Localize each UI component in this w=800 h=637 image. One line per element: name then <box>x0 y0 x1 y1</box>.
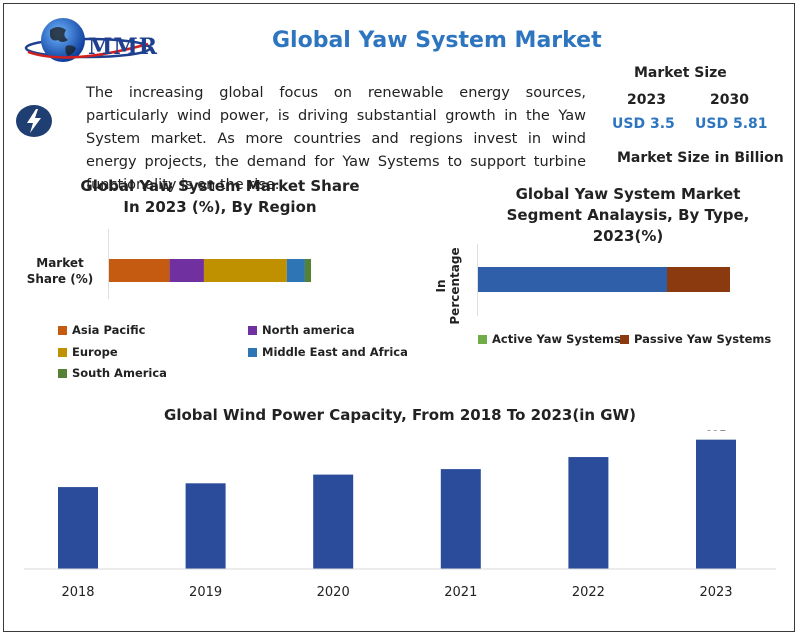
legend-swatch <box>58 368 67 378</box>
legend-label: North america <box>262 323 355 337</box>
x-tick-label-2023: 2023 <box>699 585 732 600</box>
region-bar-segment-south-america <box>304 259 311 282</box>
legend-label: Passive Yaw Systems <box>634 332 772 346</box>
legend-label: South America <box>72 366 167 380</box>
wind-bar-2022 <box>568 457 609 569</box>
wind-bar-2018 <box>58 487 98 569</box>
logo-text: MMR <box>88 34 158 60</box>
legend-item-asia-pacific: Asia Pacific <box>58 323 145 337</box>
type-chart-title: Global Yaw System Market Segment Analays… <box>506 185 750 245</box>
market-size-value-2023: USD 3.5 <box>612 116 675 132</box>
market-size-unit: Market Size in Billion <box>617 150 784 166</box>
legend-swatch <box>58 325 67 335</box>
type-bar-segment-active-yaw-systems <box>478 267 667 292</box>
type-stacked-bar-chart <box>477 244 730 316</box>
legend-label: Middle East and Africa <box>262 345 408 359</box>
legend-item-middle-east-and-africa: Middle East and Africa <box>248 345 408 359</box>
intro-paragraph: The increasing global focus on renewable… <box>86 85 586 193</box>
legend-item-south-america: South America <box>58 366 167 380</box>
lightning-icon <box>15 103 53 139</box>
legend-swatch <box>248 347 257 357</box>
legend-swatch <box>248 325 257 335</box>
legend-item-active-yaw-systems: Active Yaw Systems <box>478 332 621 346</box>
region-chart-ylabel: Market Share (%) <box>26 256 94 286</box>
legend-label: Europe <box>72 345 118 359</box>
market-size-year-2023: 2023 <box>627 92 666 108</box>
page-title: Global Yaw System Market <box>272 28 602 53</box>
region-bar-segment-asia-pacific <box>109 259 170 282</box>
wind-capacity-bar-chart: 2018 2019 2020 2021 2022 2023 892 <box>24 430 776 600</box>
legend-label: Active Yaw Systems <box>492 332 621 346</box>
type-bar-segment-passive-yaw-systems <box>667 267 730 292</box>
legend-swatch <box>478 334 487 344</box>
legend-item-passive-yaw-systems: Passive Yaw Systems <box>620 332 771 346</box>
region-bar-segment-europe <box>203 259 287 282</box>
data-label-2023: 892 <box>706 430 727 434</box>
legend-swatch <box>58 347 67 357</box>
x-tick-label-2019: 2019 <box>189 585 222 600</box>
type-chart-ylabel: In Percentage <box>434 247 462 325</box>
wind-bar-2019 <box>185 483 226 569</box>
wind-chart-title: Global Wind Power Capacity, From 2018 To… <box>164 406 636 424</box>
region-bar-segment-middle-east-and-africa <box>286 259 305 282</box>
market-size-value-2030: USD 5.81 <box>695 116 768 132</box>
region-chart-title: Global Yaw System Market Share In 2023 (… <box>80 177 360 216</box>
market-size-year-2030: 2030 <box>710 92 749 108</box>
frame-border <box>3 3 795 632</box>
x-tick-label-2021: 2021 <box>444 585 477 600</box>
mmr-logo: MMR <box>18 14 168 70</box>
market-size-label: Market Size <box>634 65 727 81</box>
legend-label: Asia Pacific <box>72 323 146 337</box>
globe-icon <box>24 18 152 62</box>
wind-bar-2020 <box>313 474 354 569</box>
wind-bar-2021 <box>440 469 481 569</box>
legend-item-europe: Europe <box>58 345 118 359</box>
x-tick-label-2020: 2020 <box>317 585 350 600</box>
legend-swatch <box>620 334 629 344</box>
x-tick-label-2018: 2018 <box>61 585 94 600</box>
wind-bar-2023 <box>696 439 736 569</box>
legend-item-north-america: North america <box>248 323 355 337</box>
x-tick-label-2022: 2022 <box>572 585 605 600</box>
region-stacked-bar-chart <box>108 229 311 299</box>
region-bar-segment-north-america <box>169 259 204 282</box>
